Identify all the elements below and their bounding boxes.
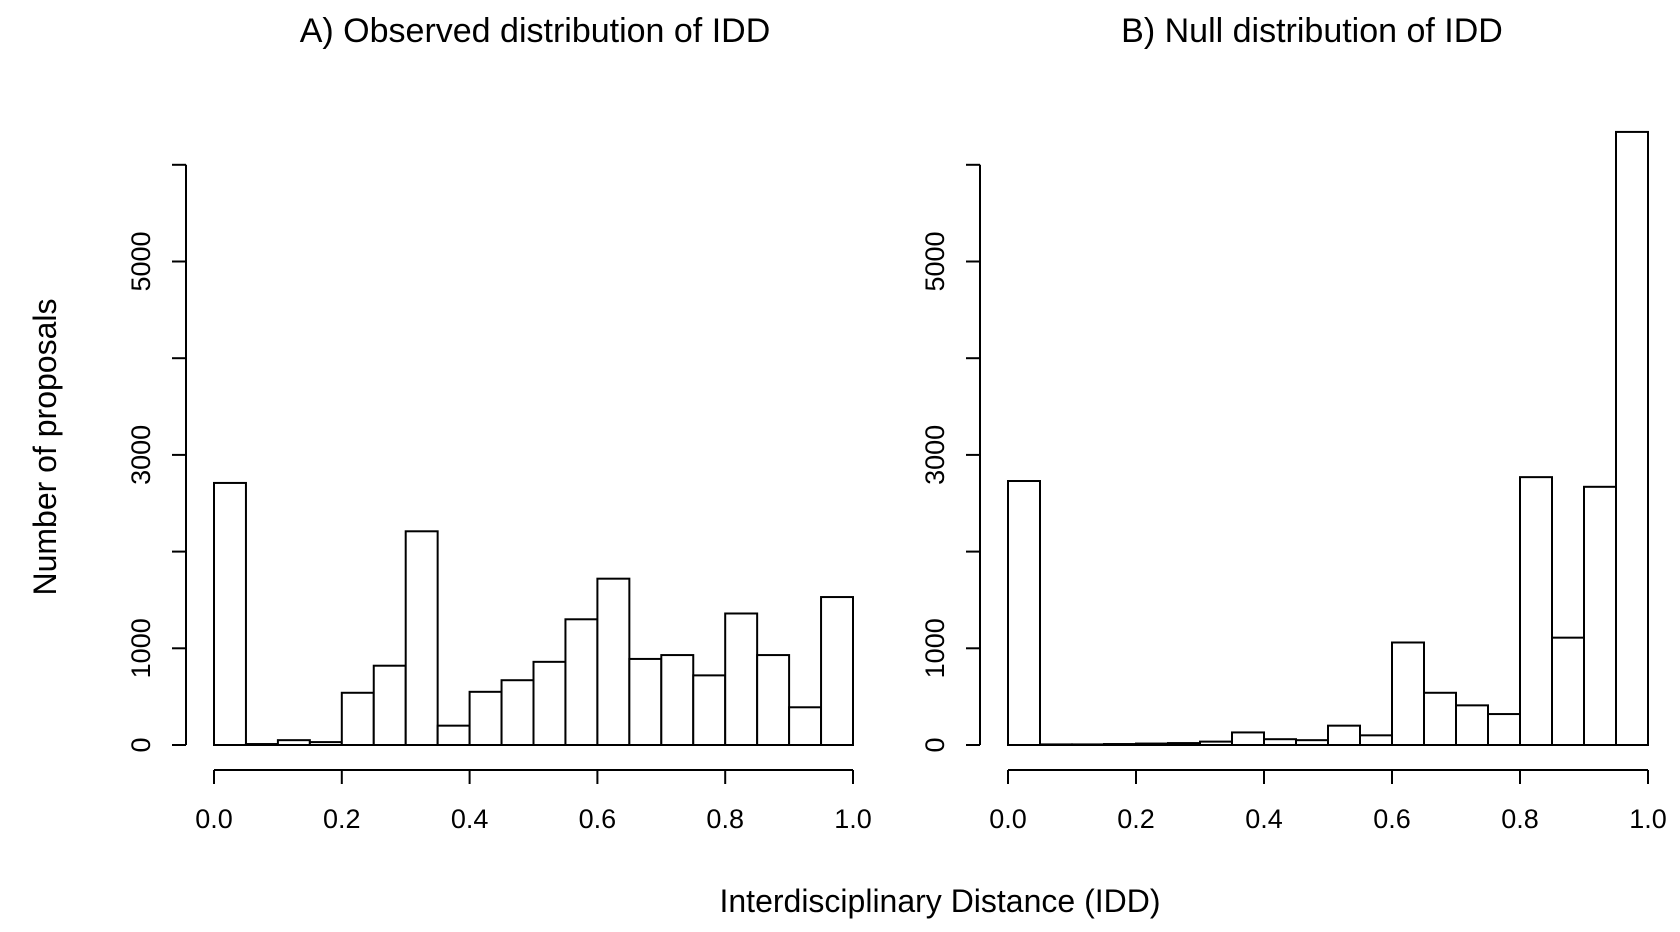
y-tick-label: 3000 bbox=[126, 425, 156, 485]
histogram-bar bbox=[1519, 476, 1553, 746]
histogram-bar bbox=[692, 674, 727, 746]
histogram-bar bbox=[564, 618, 599, 746]
y-tick-label: 1000 bbox=[126, 618, 156, 678]
x-tick-label: 0.8 bbox=[1501, 804, 1539, 834]
x-tick-label: 0.2 bbox=[323, 804, 361, 834]
histogram-bar bbox=[1423, 691, 1457, 746]
histogram-bar bbox=[1199, 740, 1233, 746]
x-tick-label: 0.0 bbox=[195, 804, 233, 834]
y-tick-label: 5000 bbox=[126, 231, 156, 291]
histogram-bar bbox=[1231, 731, 1265, 747]
y-tick-label: 5000 bbox=[920, 231, 950, 291]
panel-a-plot: 0.0 0.2 0.4 0.6 0.8 1.0 0 1000 3000 5000 bbox=[126, 163, 872, 834]
x-tick-label: 1.0 bbox=[1629, 804, 1667, 834]
histogram-bar bbox=[276, 739, 311, 746]
x-tick-label: 0.0 bbox=[989, 804, 1027, 834]
histogram-bar bbox=[724, 612, 759, 746]
histogram-bar bbox=[1391, 641, 1425, 746]
panel-b-title: B) Null distribution of IDD bbox=[1121, 12, 1503, 50]
histogram-bar bbox=[1039, 743, 1073, 747]
panel-b-plot: 0.0 0.2 0.4 0.6 0.8 1.0 0 1000 3000 5000 bbox=[920, 130, 1667, 834]
y-tick-label: 3000 bbox=[920, 425, 950, 485]
histogram-bar bbox=[1551, 636, 1585, 747]
histogram-bar bbox=[596, 577, 631, 747]
histogram-bar bbox=[756, 654, 791, 746]
histogram-bar bbox=[628, 657, 663, 747]
histogram-bar bbox=[788, 706, 823, 746]
histogram-bar bbox=[404, 530, 439, 747]
y-tick-label: 1000 bbox=[920, 618, 950, 678]
histogram-bar bbox=[1295, 739, 1329, 746]
histogram-bar bbox=[660, 654, 695, 746]
histogram-bar bbox=[213, 481, 247, 746]
x-tick-label: 1.0 bbox=[834, 804, 872, 834]
x-axis-title: Interdisciplinary Distance (IDD) bbox=[719, 883, 1160, 919]
histogram-bar bbox=[1487, 713, 1521, 747]
histogram-bar bbox=[500, 679, 535, 746]
histogram-bar bbox=[1359, 734, 1393, 747]
histogram-bar bbox=[468, 690, 503, 747]
histogram-bar bbox=[1455, 704, 1489, 747]
histogram-bar bbox=[372, 664, 407, 746]
histogram-bar bbox=[820, 596, 854, 747]
x-tick-label: 0.2 bbox=[1117, 804, 1155, 834]
histogram-bar bbox=[1167, 742, 1201, 746]
x-tick-label: 0.6 bbox=[579, 804, 617, 834]
y-axis-title: Number of proposals bbox=[27, 298, 63, 595]
x-tick-label: 0.8 bbox=[706, 804, 744, 834]
histogram-bar bbox=[244, 743, 279, 747]
histogram-bar bbox=[340, 691, 375, 746]
histogram-bar bbox=[532, 660, 567, 747]
y-tick-label: 0 bbox=[920, 737, 950, 752]
histogram-bar bbox=[308, 741, 343, 746]
histogram-bar bbox=[1615, 130, 1649, 746]
histogram-bar bbox=[1583, 485, 1617, 746]
histogram-bar bbox=[1135, 742, 1169, 746]
y-tick-label: 0 bbox=[126, 737, 156, 752]
histogram-bar bbox=[1071, 743, 1105, 747]
x-tick-label: 0.4 bbox=[1245, 804, 1283, 834]
x-tick-label: 0.4 bbox=[451, 804, 489, 834]
histogram-bar bbox=[1007, 480, 1041, 746]
histogram-bar bbox=[1263, 738, 1297, 746]
histogram-bar bbox=[1103, 743, 1137, 747]
histogram-bar bbox=[436, 724, 471, 746]
x-tick-label: 0.6 bbox=[1373, 804, 1411, 834]
histogram-bar bbox=[1327, 724, 1361, 746]
panel-a-title: A) Observed distribution of IDD bbox=[300, 12, 771, 50]
